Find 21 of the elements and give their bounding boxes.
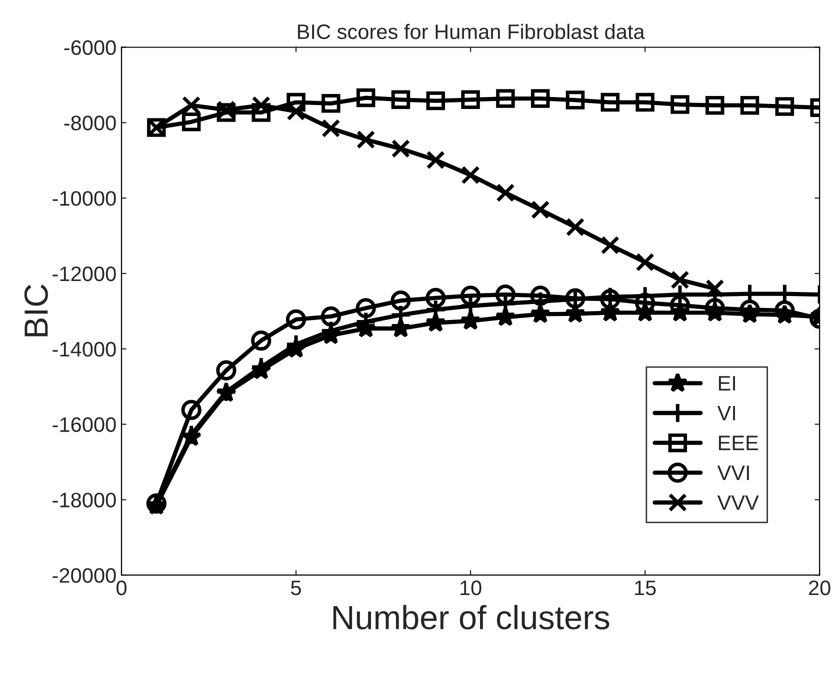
x-tick-label: 5	[291, 580, 301, 596]
x-tick-label: 15	[635, 580, 656, 596]
y-tick-label: -6000	[64, 40, 116, 56]
legend-label: EEE	[718, 436, 758, 450]
chart-title: BIC scores for Human Fibroblast data	[298, 24, 645, 40]
legend-label: VI	[717, 406, 736, 420]
x-tick-label: 10	[460, 580, 482, 596]
y-tick-label: -12000	[52, 266, 116, 282]
y-axis-title: BIC	[24, 284, 48, 336]
legend-label: VVV	[717, 495, 759, 510]
legend-label: EI	[718, 376, 736, 390]
x-tick-label: 20	[809, 580, 830, 596]
y-tick-label: -8000	[64, 116, 116, 130]
y-tick-label: -20000	[52, 568, 116, 583]
y-tick-label: -14000	[52, 342, 116, 357]
y-tick-label: -18000	[52, 492, 116, 508]
y-tick-label: -16000	[52, 417, 116, 432]
legend-label: VVI	[717, 466, 749, 480]
y-tick-label: -10000	[52, 191, 116, 206]
x-tick-label: 0	[116, 580, 126, 596]
x-axis-title: Number of clusters	[333, 604, 610, 630]
